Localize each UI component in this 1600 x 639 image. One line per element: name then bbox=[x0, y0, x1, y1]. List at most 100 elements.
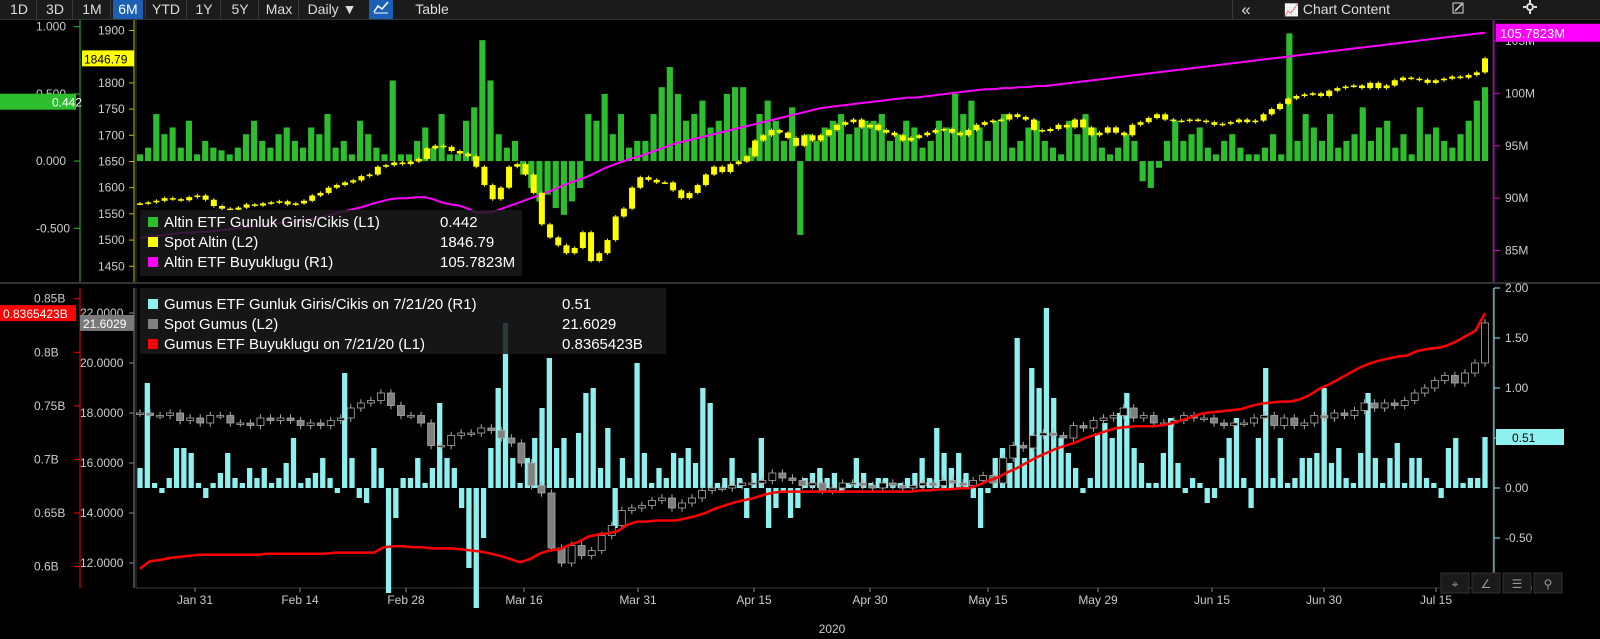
silver-flow-bar bbox=[1387, 458, 1393, 488]
zoom-icon[interactable]: ⚲ bbox=[1533, 572, 1563, 594]
silver-size-tick-label: 0.8B bbox=[34, 345, 59, 359]
gold-flow-bar bbox=[805, 134, 812, 162]
silver-flow-bar bbox=[1189, 478, 1196, 488]
silver-flow-bar bbox=[1467, 478, 1474, 488]
x-axis-tick-label: Jun 30 bbox=[1306, 593, 1342, 607]
crosshair-icon[interactable]: ⌖ bbox=[1440, 572, 1470, 594]
gold-flow-bar bbox=[438, 114, 445, 162]
gold-candle-body bbox=[1367, 82, 1374, 89]
silver-candle-body bbox=[246, 422, 255, 426]
edit-icon[interactable] bbox=[1446, 0, 1470, 19]
gold-candle-body bbox=[727, 164, 734, 172]
gold-candle-body bbox=[169, 198, 176, 200]
silver-candle-body bbox=[878, 482, 887, 489]
silver-flow-bar bbox=[1284, 483, 1291, 488]
silver-candle-body bbox=[146, 412, 154, 416]
gold-flow-bar bbox=[691, 114, 698, 162]
silver-flow-bar bbox=[1299, 458, 1305, 488]
range-button-ytd[interactable]: YTD bbox=[152, 1, 180, 17]
gold-flow-bar bbox=[185, 120, 192, 162]
gold-flow-bar bbox=[886, 140, 894, 162]
chart-type-icon[interactable] bbox=[369, 0, 393, 19]
gold-flow-bar bbox=[1335, 147, 1342, 162]
silver-flow-bar bbox=[729, 458, 735, 488]
gold-candle-body bbox=[260, 203, 267, 206]
gold-flow-bar bbox=[1359, 107, 1366, 162]
gold-flow-bar bbox=[764, 100, 771, 162]
silver-flow-tick-label: 1.00 bbox=[1505, 381, 1529, 395]
gold-candle-body bbox=[743, 156, 750, 162]
gold-flow-bar bbox=[1384, 120, 1391, 162]
silver-flow-bar bbox=[583, 393, 589, 488]
gold-flow-bar bbox=[357, 120, 364, 162]
chart-content-button[interactable]: 📈 Chart Content bbox=[1262, 0, 1412, 19]
silver-flow-bar bbox=[1358, 453, 1364, 488]
chart-content-icon: 📈 bbox=[1283, 3, 1299, 17]
silver-candle-body bbox=[1400, 400, 1409, 406]
interval-dropdown[interactable]: Daily ▼ bbox=[307, 1, 357, 17]
silver-flow-bar bbox=[824, 478, 830, 488]
gold-flow-bar bbox=[617, 114, 625, 162]
silver-candle-body bbox=[929, 482, 937, 486]
line-draw-icon[interactable]: ∠ bbox=[1471, 572, 1501, 594]
silver-flow-bar bbox=[590, 388, 596, 488]
gold-flow-last-value: 0.442 bbox=[52, 96, 82, 110]
range-button-6m[interactable]: 6M bbox=[113, 0, 143, 19]
silver-flow-bar bbox=[787, 488, 794, 518]
silver-candle-body bbox=[1350, 410, 1359, 416]
x-axis-tick-label: Mar 31 bbox=[619, 593, 657, 607]
gold-candle-body bbox=[465, 153, 472, 157]
gold-candle-body bbox=[1358, 85, 1365, 89]
settings-gear-icon[interactable] bbox=[1516, 0, 1544, 19]
gold-candle-body bbox=[784, 132, 791, 138]
gold-candle-body bbox=[1317, 93, 1324, 96]
silver-candle-body bbox=[477, 427, 486, 434]
gold-flow-bar bbox=[275, 134, 282, 162]
silver-candle-body bbox=[888, 482, 897, 486]
range-button-1d[interactable]: 1D bbox=[10, 1, 28, 17]
gold-candle-body bbox=[1112, 127, 1119, 133]
silver-flow-bar bbox=[232, 478, 238, 488]
gold-candle-body bbox=[1121, 132, 1128, 136]
gold-flow-bar bbox=[422, 127, 429, 162]
silver-flow-bar bbox=[1460, 483, 1466, 488]
silver-flow-bar bbox=[1043, 308, 1050, 488]
toolbar-separator bbox=[72, 0, 73, 19]
silver-candle-body bbox=[1240, 422, 1249, 425]
gold-candle-body bbox=[1449, 76, 1456, 79]
range-button-max[interactable]: Max bbox=[265, 1, 293, 17]
table-button[interactable]: Table bbox=[415, 1, 449, 17]
chart-area: 1.0000.5000.000-0.5001900185018001750170… bbox=[0, 20, 1600, 636]
gold-candle-body bbox=[1030, 119, 1037, 131]
gold-candle-body bbox=[596, 253, 603, 262]
gold-flow-bar bbox=[626, 147, 633, 162]
gold-candle-body bbox=[366, 174, 373, 177]
gold-candle-body bbox=[752, 140, 759, 157]
legend-toggle-icon[interactable]: ☰ bbox=[1502, 572, 1532, 594]
silver-flow-bar bbox=[670, 453, 677, 488]
range-button-3d[interactable]: 3D bbox=[46, 1, 64, 17]
gold-flow-bar bbox=[1164, 140, 1171, 162]
x-axis-tick-label: May 29 bbox=[1078, 593, 1118, 607]
gold-candle-body bbox=[1055, 124, 1062, 129]
gold-flow-bar bbox=[397, 154, 404, 162]
silver-candle-body bbox=[567, 545, 576, 564]
collapse-icon[interactable]: « bbox=[1241, 0, 1251, 19]
range-button-5y[interactable]: 5Y bbox=[231, 1, 249, 17]
silver-candle-body bbox=[1420, 387, 1429, 394]
gold-flow-bar bbox=[740, 87, 747, 162]
silver-candle-body bbox=[627, 507, 636, 511]
silver-size-last-badge bbox=[0, 305, 76, 322]
range-button-1y[interactable]: 1Y bbox=[195, 1, 213, 17]
gold-candle-body bbox=[547, 224, 554, 238]
gold-flow-bar bbox=[968, 100, 975, 162]
silver-candle-body bbox=[346, 407, 355, 419]
silver-candle-body bbox=[1029, 435, 1038, 449]
silver-flow-bar bbox=[831, 473, 838, 488]
gold-spot-last-value: 1846.79 bbox=[84, 52, 128, 66]
gold-spot-tick-label: 1900 bbox=[98, 23, 125, 37]
range-button-1m[interactable]: 1M bbox=[82, 1, 102, 17]
gold-candle-body bbox=[1211, 122, 1218, 125]
gold-flow-bar bbox=[1229, 134, 1236, 162]
silver-candle-body bbox=[1230, 422, 1238, 426]
